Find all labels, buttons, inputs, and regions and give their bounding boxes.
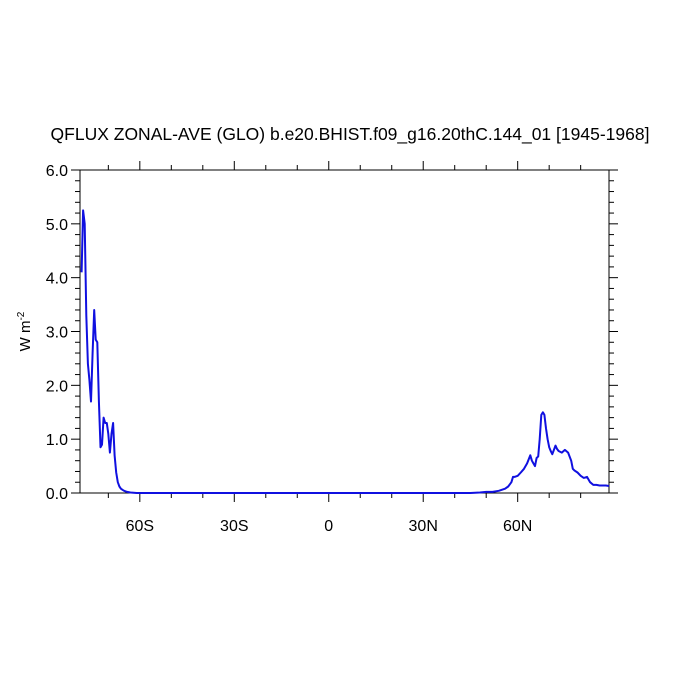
axis-ticks (71, 161, 618, 502)
x-tick-label: 30N (409, 518, 438, 535)
x-tick-label: 30S (220, 518, 248, 535)
y-tick-label: 4.0 (46, 271, 68, 288)
x-tick-label: 60N (503, 518, 532, 535)
data-series-line (80, 209, 610, 494)
y-axis-label: W m-2 (16, 311, 34, 351)
y-tick-label: 3.0 (46, 325, 68, 342)
y-tick-label: 5.0 (46, 217, 68, 234)
plot-frame (79, 169, 610, 494)
y-tick-label: 6.0 (46, 163, 68, 180)
y-tick-label: 2.0 (46, 378, 68, 395)
chart-title: QFLUX ZONAL-AVE (GLO) b.e20.BHIST.f09_g1… (50, 124, 650, 144)
x-tick-label: 60S (126, 518, 154, 535)
y-axis-title: W m-2 (16, 311, 34, 351)
y-tick-label: 0.0 (46, 486, 68, 503)
axis-tick-labels: 0.0 1.0 2.0 3.0 4.0 5.0 6.0 60S 30S 0 30N 60N (46, 163, 533, 535)
y-tick-label: 1.0 (46, 432, 68, 449)
x-tick-label: 0 (324, 518, 333, 535)
